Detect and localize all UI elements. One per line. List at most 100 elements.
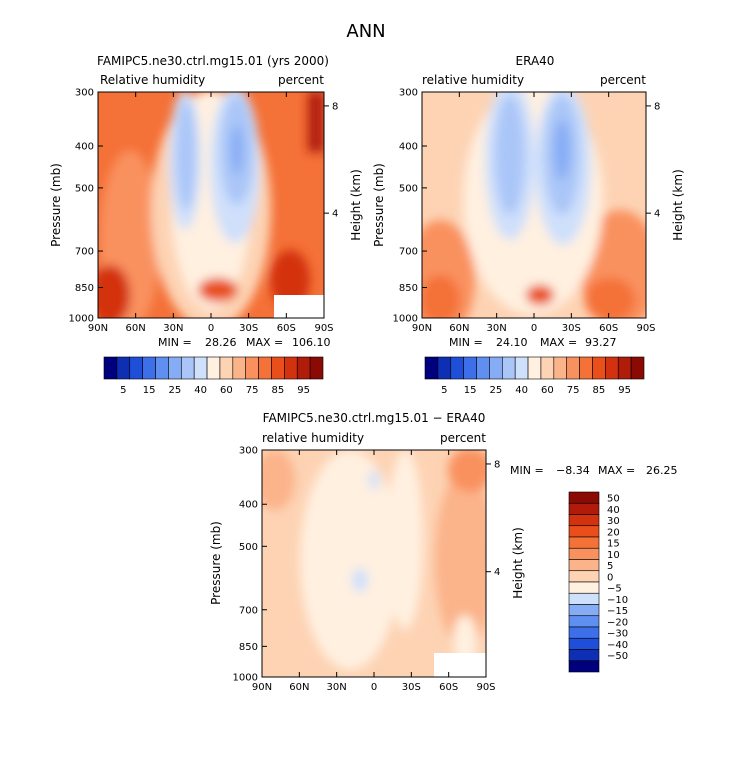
colorbar-label: 25 <box>489 385 502 396</box>
colorbar-swatch <box>568 649 600 662</box>
y-tick-label: 850 <box>239 642 258 653</box>
x-tick-label: 60N <box>289 682 309 693</box>
panel-obs-y2label: Height (km) <box>671 169 685 240</box>
panel-diff-title: FAMIPC5.ne30.ctrl.mg15.01 − ERA40 <box>263 411 486 425</box>
panel-model-axes: 90N 60N 30N 0 30S 60S 90S 300 400 500 700 850 1000 8 4 <box>69 88 339 335</box>
panel-diff-y2label: Height (km) <box>511 527 525 598</box>
colorbar-label: −30 <box>607 629 628 640</box>
x-tick-label: 90N <box>88 323 108 334</box>
colorbar-label: −15 <box>607 606 628 617</box>
y2-tick-label: 4 <box>332 209 338 220</box>
panel-obs-field <box>422 92 646 318</box>
y-tick-label: 400 <box>75 142 94 153</box>
colorbar-label: −5 <box>607 584 622 595</box>
panel-diff-max: 26.25 <box>646 464 678 477</box>
panel-model-field <box>98 92 324 318</box>
y2-tick-label: 4 <box>654 209 660 220</box>
y-tick-label: 700 <box>399 247 418 258</box>
colorbar-swatch <box>568 570 600 583</box>
panel-model-ylabel: Pressure (mb) <box>49 163 63 247</box>
colorbar-swatch <box>568 592 600 605</box>
y-tick-label: 300 <box>239 446 258 457</box>
x-tick-label: 90S <box>314 323 333 334</box>
colorbar-swatch <box>540 356 555 380</box>
colorbar-label: 95 <box>297 385 310 396</box>
x-tick-label: 30S <box>239 323 258 334</box>
colorbar-swatch <box>568 660 600 673</box>
y-tick-label: 850 <box>75 283 94 294</box>
colorbar-swatch <box>553 356 568 380</box>
panel-model-min: 28.26 <box>205 336 237 349</box>
panel-obs-colorbar: 5 15 25 40 60 75 85 95 <box>424 356 645 396</box>
y2-tick-label: 8 <box>494 459 500 470</box>
x-tick-label: 90S <box>636 323 655 334</box>
y-tick-label: 500 <box>75 183 94 194</box>
y-tick-label: 700 <box>75 247 94 258</box>
colorbar-swatch <box>424 356 439 380</box>
colorbar-label: 85 <box>593 385 606 396</box>
panel-obs-units: percent <box>600 73 646 87</box>
colorbar-swatch <box>296 356 311 380</box>
y-tick-label: 1000 <box>69 314 94 325</box>
panel-diff-units: percent <box>440 431 486 445</box>
colorbar-label: 30 <box>607 516 620 527</box>
colorbar-label: −50 <box>607 651 628 662</box>
x-tick-label: 60S <box>277 323 296 334</box>
colorbar-label: 95 <box>618 385 631 396</box>
panel-diff-field <box>262 450 486 677</box>
colorbar-swatch <box>568 536 600 549</box>
panel-model-units: percent <box>278 73 324 87</box>
y-tick-label: 1000 <box>233 673 258 684</box>
x-tick-label: 90N <box>412 323 432 334</box>
colorbar-swatch <box>630 356 645 380</box>
y-tick-label: 500 <box>399 183 418 194</box>
colorbar-label: 50 <box>607 494 620 505</box>
colorbar-swatch <box>193 356 208 380</box>
panel-obs-min: 24.10 <box>496 336 528 349</box>
colorbar-swatch <box>206 356 221 380</box>
colorbar-label: 5 <box>607 561 613 572</box>
panel-obs-ylabel: Pressure (mb) <box>372 163 386 247</box>
colorbar-label: 75 <box>246 385 259 396</box>
colorbar-label: −20 <box>607 617 628 628</box>
y-tick-label: 300 <box>75 88 94 99</box>
colorbar-swatch <box>103 356 118 380</box>
colorbar-swatch <box>568 604 600 617</box>
colorbar-swatch <box>568 547 600 560</box>
colorbar-swatch <box>592 356 606 380</box>
colorbar-swatch <box>129 356 143 380</box>
y-tick-label: 500 <box>239 542 258 553</box>
colorbar-label: 40 <box>194 385 207 396</box>
colorbar-swatch <box>155 356 169 380</box>
colorbar-swatch <box>605 356 619 380</box>
panel-obs-max-label: MAX = <box>540 336 577 349</box>
x-tick-label: 0 <box>208 323 214 334</box>
colorbar-label: 40 <box>607 505 620 516</box>
colorbar-label: −40 <box>607 640 628 651</box>
x-tick-label: 60S <box>439 682 458 693</box>
colorbar-label: 25 <box>168 385 181 396</box>
colorbar-swatch <box>568 615 600 628</box>
colorbar-swatch <box>568 581 600 594</box>
panel-obs-axes: 90N 60N 30N 0 30S 60S 90S 300 400 500 700 850 1000 8 4 <box>393 88 661 335</box>
colorbar-label: 15 <box>143 385 156 396</box>
colorbar-label: 60 <box>541 385 554 396</box>
x-tick-label: 30N <box>327 682 347 693</box>
panel-obs: ERA40 relative humidity percent 90N 60N 30… <box>372 54 685 396</box>
y-tick-label: 1000 <box>393 314 418 325</box>
colorbar-swatch <box>568 559 600 572</box>
colorbar-label: −10 <box>607 595 628 606</box>
colorbar-label: 5 <box>441 385 447 396</box>
colorbar-swatch <box>258 356 272 380</box>
x-tick-label: 30S <box>402 682 421 693</box>
panel-diff-variable: relative humidity <box>262 431 364 445</box>
colorbar-swatch <box>527 356 542 380</box>
x-tick-label: 30S <box>562 323 581 334</box>
panel-model: FAMIPC5.ne30.ctrl.mg15.01 (yrs 2000) Rel… <box>49 54 363 396</box>
panel-model-variable: Relative humidity <box>100 73 205 87</box>
panel-obs-min-label: MIN = <box>449 336 483 349</box>
panel-model-max-label: MAX = <box>246 336 283 349</box>
y2-tick-label: 8 <box>332 101 338 112</box>
panel-obs-max: 93.27 <box>585 336 617 349</box>
panel-diff: FAMIPC5.ne30.ctrl.mg15.01 − ERA40 relati… <box>209 411 678 693</box>
